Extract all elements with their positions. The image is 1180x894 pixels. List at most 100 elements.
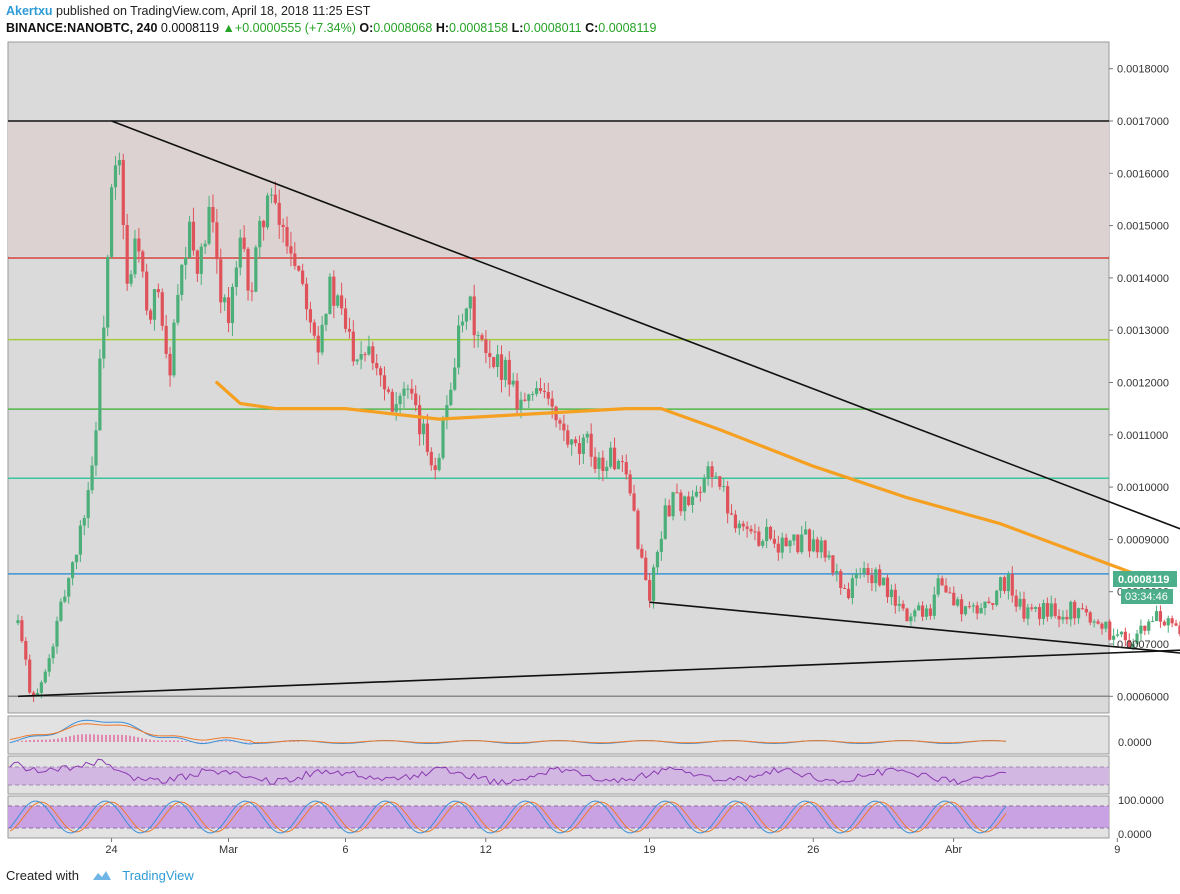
candle-body-255 (1010, 574, 1014, 596)
macd-panel[interactable] (7, 715, 1110, 755)
candle-body-100 (406, 388, 410, 390)
candle-body-129 (519, 399, 523, 410)
candle-body-33 (145, 271, 149, 311)
stochastic-k-line (9, 800, 1007, 834)
candle-body-139 (558, 420, 562, 424)
candle-body-270 (1069, 601, 1073, 620)
candle-body-291 (1151, 621, 1155, 623)
candle-body-226 (897, 603, 901, 606)
candle-body-243 (963, 606, 968, 615)
candle-body-111 (449, 389, 453, 406)
candle-body-181 (722, 486, 726, 488)
y-tick-label-6: 0.0012000 (1117, 378, 1169, 390)
candle-body-175 (698, 491, 702, 493)
candle-body-178 (710, 466, 714, 477)
candle-body-158 (632, 493, 636, 511)
candle-body-155 (620, 461, 624, 463)
candle-body-34 (148, 310, 153, 320)
candle-body-230 (913, 610, 917, 617)
candle-body-15 (74, 554, 79, 563)
close-label: C: (585, 21, 599, 35)
candle-body-19 (90, 465, 94, 491)
macd-zero-label: 0.0000 (1118, 737, 1152, 749)
candle-body-80 (328, 276, 332, 314)
candle-body-63 (262, 220, 266, 228)
tradingview-brand-link[interactable]: TradingView (122, 868, 194, 883)
candle-body-206 (819, 540, 823, 553)
candle-body-136 (546, 392, 550, 399)
candle-body-127 (511, 380, 515, 385)
candle-body-196 (780, 537, 784, 553)
candle-body-55 (230, 286, 235, 324)
candle-body-227 (901, 603, 905, 609)
stochastic-d-line (9, 801, 1007, 833)
candle-body-225 (893, 589, 897, 606)
candle-body-16 (78, 525, 82, 555)
low-label: L: (511, 21, 524, 35)
candle-body-108 (437, 457, 441, 471)
candle-body-27 (121, 160, 125, 226)
candle-body-204 (811, 539, 816, 552)
high-value: 0.0008158 (449, 21, 509, 35)
candle-body-177 (706, 466, 710, 479)
candle-body-57 (238, 237, 242, 268)
candle-body-264 (1045, 603, 1049, 617)
candle-body-37 (160, 292, 164, 326)
candle-body-169 (675, 492, 679, 494)
candle-body-231 (917, 605, 921, 611)
candle-body-202 (804, 529, 808, 535)
candle-body-82 (336, 295, 340, 306)
candle-body-70 (289, 246, 293, 254)
candle-body-10 (55, 620, 59, 647)
candle-body-152 (609, 447, 613, 467)
candle-body-144 (577, 443, 582, 454)
candle-body-81 (332, 276, 336, 306)
candle-body-53 (223, 297, 227, 303)
candle-body-205 (815, 539, 819, 553)
countdown-tag-text: 03:34:46 (1125, 591, 1168, 603)
candle-body-17 (82, 518, 86, 526)
candle-body-239 (948, 592, 952, 594)
candle-body-113 (456, 325, 461, 368)
candle-body-182 (726, 486, 730, 514)
candle-body-0 (16, 620, 20, 624)
candle-body-31 (137, 238, 141, 252)
candle-body-98 (398, 395, 402, 405)
published-text: published on TradingView.com, April 18, … (56, 4, 371, 18)
candle-body-174 (694, 491, 699, 497)
candle-body-272 (1076, 608, 1081, 619)
candle-body-210 (835, 571, 839, 573)
candle-body-183 (729, 513, 734, 515)
candle-body-261 (1034, 607, 1038, 609)
candle-body-48 (203, 243, 207, 247)
candle-body-39 (168, 353, 172, 376)
candle-body-69 (285, 227, 289, 247)
candle-body-234 (928, 608, 932, 616)
candle-body-179 (714, 476, 718, 478)
open-value: 0.0008068 (373, 21, 433, 35)
last-price-tag-text: 0.0008119 (1118, 574, 1169, 586)
candle-body-235 (932, 594, 936, 616)
macd-signal-line (9, 723, 1007, 744)
author-name[interactable]: Akertxu (6, 4, 53, 18)
candle-body-189 (753, 531, 757, 533)
y-tick-label-8: 0.0014000 (1117, 273, 1169, 285)
candle-body-66 (273, 194, 277, 203)
candle-body-170 (679, 492, 683, 512)
candle-body-13 (67, 578, 71, 597)
candle-body-2 (24, 640, 28, 660)
candle-body-32 (141, 251, 145, 272)
candle-body-105 (425, 423, 430, 452)
candle-body-232 (920, 605, 925, 617)
candle-body-42 (180, 264, 184, 295)
candle-body-116 (468, 296, 472, 309)
y-tick-label-1: 0.0007000 (1117, 639, 1169, 651)
candle-body-87 (355, 359, 359, 362)
y-tick-label-7: 0.0013000 (1117, 325, 1169, 337)
candle-body-257 (1018, 598, 1022, 607)
candle-body-85 (347, 328, 352, 332)
candle-body-78 (320, 324, 324, 353)
candle-body-110 (445, 405, 449, 419)
y-tick-label-3: 0.0009000 (1117, 534, 1169, 546)
